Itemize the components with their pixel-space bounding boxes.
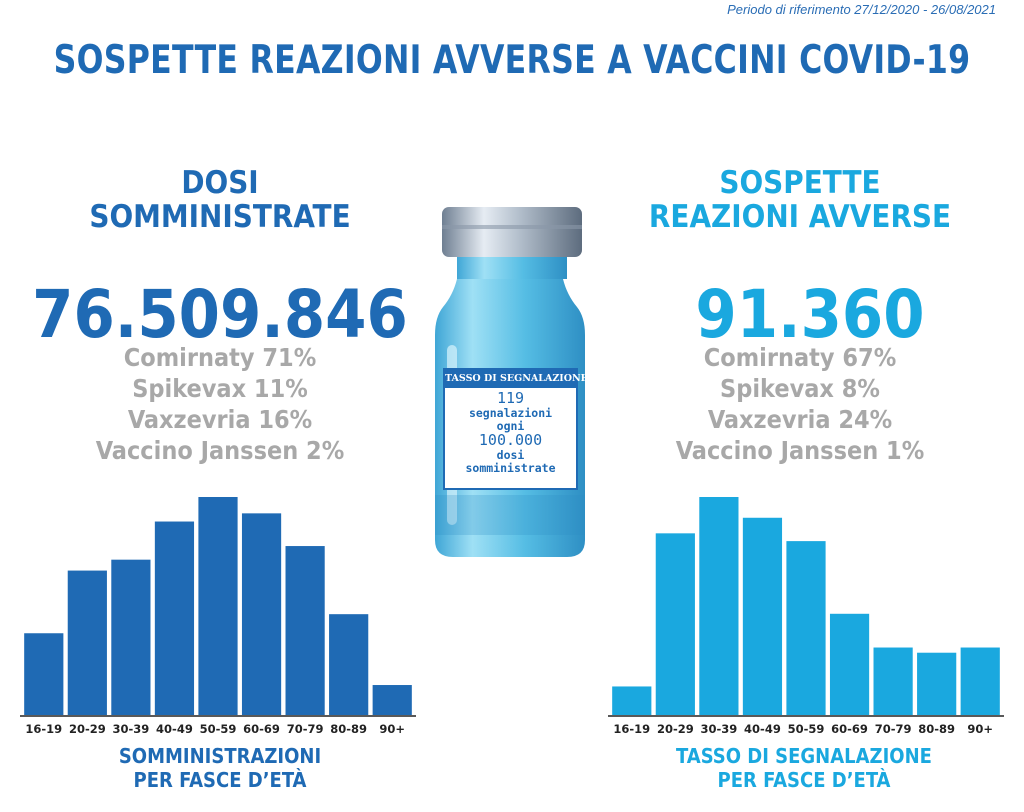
reporting-chart-caption-line1: TASSO DI SEGNALAZIONE: [676, 744, 932, 768]
reporting-bar-90+: [960, 647, 1000, 715]
doses-bar-80-89: [329, 614, 369, 715]
reactions-heading-line1: SOSPETTE: [719, 165, 881, 201]
doses-bar-60-69: [241, 513, 282, 715]
reactions-brand-janssen: Vaccino Janssen 1%: [675, 436, 925, 465]
reporting-rate-header: TASSO DI SEGNALAZIONE: [445, 370, 588, 388]
reactions-brand-breakdown: Comirnaty 67% Spikevax 8% Vaxzevria 24% …: [610, 342, 990, 466]
doses-tick-label-40-49: 40-49: [156, 722, 193, 736]
reactions-total: 91.360: [695, 276, 925, 353]
doses-by-age-chart: 16-19 20-29 30-39 40-49 50-59 60-69 70-79 80-89…: [20, 497, 416, 736]
doses-bar-20-29: [67, 570, 107, 715]
reporting-rate-text2-line1: dosi: [496, 448, 525, 462]
doses-tick-label-16-19: 16-19: [25, 722, 62, 736]
reporting-tick-label-70-79: 70-79: [875, 722, 912, 736]
doses-bar-40-49: [154, 521, 195, 715]
doses-tick-label-70-79: 70-79: [287, 722, 324, 736]
reporting-rate-text1-line1: segnalazioni: [468, 406, 553, 420]
doses-tick-label-60-69: 60-69: [243, 722, 280, 736]
doses-chart-caption-line2: PER FASCE D’ETÀ: [133, 768, 307, 792]
reporting-bar-30-39: [699, 497, 739, 715]
doses-heading-line2: SOMMINISTRATE: [89, 199, 351, 235]
doses-brand-vaxzevria: Vaxzevria 16%: [127, 405, 313, 434]
reporting-bar-80-89: [917, 652, 957, 715]
reporting-chart-caption: TASSO DI SEGNALAZIONE PER FASCE D’ETÀ: [584, 744, 1024, 792]
reporting-rate-text2-line2: somministrate: [465, 460, 556, 475]
reporting-bar-60-69: [829, 613, 870, 715]
doses-brand-janssen: Vaccino Janssen 2%: [95, 436, 345, 465]
reporting-rate-value: 119: [496, 389, 525, 407]
reporting-rate-text1-line2: ogni: [496, 418, 525, 433]
doses-chart-caption-line1: SOMMINISTRAZIONI: [118, 744, 322, 768]
doses-tick-label-20-29: 20-29: [69, 722, 106, 736]
page-title: SOSPETTE REAZIONI AVVERSE A VACCINI COVI…: [53, 38, 971, 83]
doses-chart-caption: SOMMINISTRAZIONI PER FASCE D’ETÀ: [0, 744, 440, 792]
reporting-tick-label-20-29: 20-29: [657, 722, 694, 736]
doses-bar-16-19: [24, 633, 64, 715]
doses-tick-label-50-59: 50-59: [200, 722, 237, 736]
reporting-rate-by-age-chart: 16-19 20-29 30-39 40-49 50-59 60-69 70-79 80-89…: [608, 497, 1004, 736]
reporting-tick-label-50-59: 50-59: [788, 722, 825, 736]
reporting-rate-label: TASSO DI SEGNALAZIONE 119 segnalazioni o…: [443, 368, 588, 490]
reporting-bar-16-19: [612, 686, 652, 715]
reporting-rate-base: 100.000: [478, 431, 543, 449]
doses-tick-label-90+: 90+: [379, 722, 405, 736]
doses-tick-label-30-39: 30-39: [112, 722, 149, 736]
doses-bar-70-79: [285, 546, 325, 715]
reference-period: Periodo di riferimento 27/12/2020 - 26/0…: [727, 2, 996, 17]
doses-tick-label-80-89: 80-89: [330, 722, 367, 736]
reporting-tick-label-60-69: 60-69: [831, 722, 868, 736]
reporting-chart-caption-line2: PER FASCE D’ETÀ: [717, 768, 891, 792]
reporting-tick-label-80-89: 80-89: [918, 722, 955, 736]
reporting-bar-50-59: [786, 541, 826, 715]
reactions-brand-spikevax: Spikevax 8%: [720, 374, 880, 403]
doses-heading: DOSI SOMMINISTRATE: [40, 166, 400, 234]
doses-total: 76.509.846: [32, 276, 408, 353]
doses-brand-breakdown: Comirnaty 71% Spikevax 11% Vaxzevria 16%…: [30, 342, 410, 466]
reporting-bar-70-79: [873, 647, 913, 715]
doses-bar-50-59: [198, 497, 238, 715]
doses-brand-comirnaty: Comirnaty 71%: [123, 343, 317, 372]
doses-heading-line1: DOSI: [181, 165, 259, 201]
reactions-brand-vaxzevria: Vaxzevria 24%: [707, 405, 893, 434]
reactions-heading: SOSPETTE REAZIONI AVVERSE: [610, 166, 990, 234]
reporting-bar-20-29: [655, 533, 695, 715]
reporting-tick-label-40-49: 40-49: [744, 722, 781, 736]
doses-bar-90+: [372, 685, 412, 715]
doses-bar-30-39: [111, 559, 151, 715]
reactions-heading-line2: REAZIONI AVVERSE: [648, 199, 952, 235]
reporting-tick-label-30-39: 30-39: [700, 722, 737, 736]
reactions-brand-comirnaty: Comirnaty 67%: [703, 343, 897, 372]
reporting-tick-label-90+: 90+: [967, 722, 993, 736]
reporting-tick-label-16-19: 16-19: [613, 722, 650, 736]
reporting-bar-40-49: [742, 517, 783, 715]
doses-brand-spikevax: Spikevax 11%: [132, 374, 308, 403]
